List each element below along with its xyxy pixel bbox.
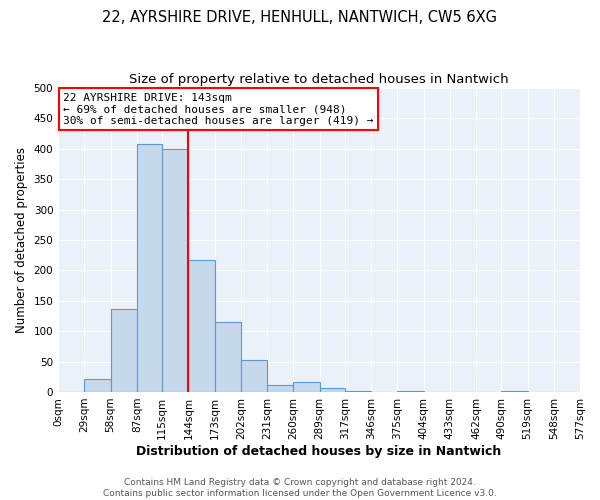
Bar bbox=[241, 360, 267, 392]
Bar bbox=[188, 260, 215, 392]
Bar bbox=[215, 322, 241, 392]
Y-axis label: Number of detached properties: Number of detached properties bbox=[15, 147, 28, 333]
X-axis label: Distribution of detached houses by size in Nantwich: Distribution of detached houses by size … bbox=[136, 444, 502, 458]
Text: 22 AYRSHIRE DRIVE: 143sqm
← 69% of detached houses are smaller (948)
30% of semi: 22 AYRSHIRE DRIVE: 143sqm ← 69% of detac… bbox=[64, 92, 374, 126]
Bar bbox=[397, 390, 424, 392]
Bar bbox=[293, 382, 320, 392]
Title: Size of property relative to detached houses in Nantwich: Size of property relative to detached ho… bbox=[129, 72, 509, 86]
Bar bbox=[85, 378, 110, 392]
Bar bbox=[110, 308, 137, 392]
Bar bbox=[137, 144, 162, 392]
Bar bbox=[267, 384, 293, 392]
Text: 22, AYRSHIRE DRIVE, HENHULL, NANTWICH, CW5 6XG: 22, AYRSHIRE DRIVE, HENHULL, NANTWICH, C… bbox=[103, 10, 497, 25]
Text: Contains HM Land Registry data © Crown copyright and database right 2024.
Contai: Contains HM Land Registry data © Crown c… bbox=[103, 478, 497, 498]
Bar bbox=[162, 149, 188, 392]
Bar bbox=[320, 388, 345, 392]
